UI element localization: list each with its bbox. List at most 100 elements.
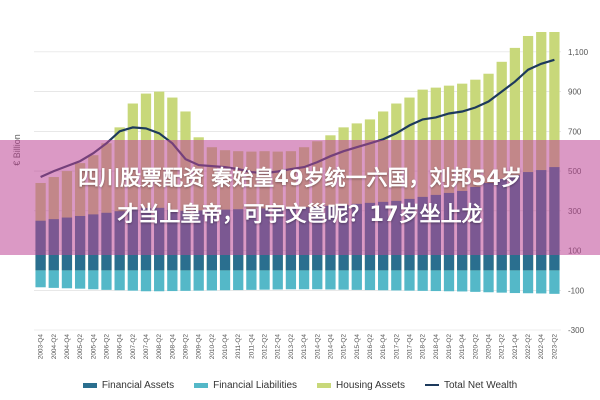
bar-financial-liabilities: [325, 270, 336, 290]
bar-financial-liabilities: [140, 270, 152, 292]
bar-financial-liabilities: [180, 270, 191, 291]
bar-financial-liabilities: [193, 270, 204, 291]
bar-financial-liabilities: [219, 270, 231, 291]
x-tick-label: 2006-Q4: [117, 334, 124, 360]
bar-financial-liabilities: [114, 270, 125, 291]
x-tick-label: 2017-Q4: [407, 334, 414, 360]
x-axis: 2003-Q4 2004-Q2 2004-Q4 2005-Q2 2005-Q4 2006-…: [38, 334, 559, 360]
x-tick-label: 2004-Q2: [51, 334, 58, 360]
bar-financial-liabilities: [457, 270, 468, 292]
x-tick-label: 2020-Q4: [486, 334, 493, 360]
bar-financial-liabilities: [364, 270, 376, 291]
x-tick-label: 2007-Q2: [130, 334, 137, 360]
legend-swatch: [424, 384, 439, 386]
bar-financial-liabilities: [167, 270, 178, 292]
legend: Financial Assets Financial Liabilities Hou…: [0, 377, 600, 393]
bar-financial-liabilities: [443, 270, 455, 292]
headline-overlay: [0, 140, 600, 255]
x-tick-label: 2018-Q2: [420, 334, 427, 360]
x-tick-label: 2015-Q4: [354, 334, 361, 360]
legend-label: Financial Liabilities: [213, 379, 298, 391]
bar-financial-liabilities: [88, 270, 99, 290]
bar-financial-liabilities: [233, 270, 244, 291]
x-tick-label: 2007-Q4: [143, 334, 150, 360]
bar-financial-liabilities: [246, 270, 257, 290]
x-tick-label: 2018-Q4: [433, 334, 440, 360]
x-tick-label: 2014-Q4: [327, 334, 334, 360]
x-tick-label: 2021-Q4: [512, 334, 519, 360]
y-tick-label: -100: [568, 286, 585, 295]
legend-item: Financial Liabilities: [194, 377, 297, 393]
bar-financial-liabilities: [509, 270, 521, 294]
bar-financial-liabilities: [298, 270, 310, 290]
bar-financial-liabilities: [522, 270, 534, 294]
bar-financial-liabilities: [61, 270, 73, 289]
x-tick-label: 2019-Q4: [459, 334, 466, 360]
legend-swatch: [194, 382, 209, 388]
x-tick-label: 2016-Q4: [380, 334, 387, 360]
legend-swatch: [317, 382, 332, 388]
bar-financial-liabilities: [101, 270, 112, 290]
bar-financial-liabilities: [391, 270, 402, 291]
bar-financial-liabilities: [48, 270, 59, 288]
x-tick-label: 2017-Q2: [393, 334, 400, 360]
bar-financial-liabilities: [259, 270, 270, 290]
legend-label: Total Net Wealth: [443, 379, 518, 391]
bar-financial-liabilities: [351, 270, 362, 290]
x-tick-label: 2004-Q4: [64, 334, 71, 360]
bar-financial-liabilities: [483, 270, 494, 293]
bar-financial-liabilities: [404, 270, 415, 291]
headline[interactable]: 四川股票配资 秦始皇49岁统一六国，刘邦54岁 才当上皇帝，可宇文邕呢？17岁坐…: [10, 160, 590, 232]
x-tick-label: 2010-Q4: [222, 334, 229, 360]
x-tick-label: 2022-Q2: [525, 334, 532, 360]
x-tick-label: 2023-Q2: [551, 334, 558, 360]
x-tick-label: 2019-Q2: [446, 334, 453, 360]
bar-financial-liabilities: [417, 270, 428, 291]
bar-financial-liabilities: [74, 270, 86, 289]
legend-label: Housing Assets: [336, 379, 405, 391]
x-tick-label: 2010-Q2: [209, 334, 216, 360]
x-tick-label: 2009-Q4: [196, 334, 203, 360]
x-tick-label: 2003-Q4: [38, 334, 45, 360]
x-tick-label: 2009-Q2: [183, 334, 190, 360]
bar-financial-liabilities: [272, 270, 283, 290]
bar-financial-liabilities: [206, 270, 218, 291]
x-tick-label: 2014-Q2: [314, 334, 321, 360]
bar-financial-liabilities: [312, 270, 323, 290]
legend-item: Financial Assets: [82, 377, 175, 393]
legend-item: Total Net Wealth: [424, 377, 518, 393]
headline-line-1: 四川股票配资 秦始皇49岁统一六国，刘邦54岁: [78, 166, 522, 190]
x-tick-label: 2011-Q2: [235, 334, 242, 359]
bar-financial-liabilities: [549, 270, 560, 294]
y-tick-label: 700: [568, 127, 582, 136]
y-tick-label: 1,100: [568, 48, 589, 57]
legend-item: Housing Assets: [317, 377, 405, 393]
bar-financial-liabilities: [470, 270, 481, 292]
y-tick-label: -300: [568, 326, 585, 335]
x-tick-label: 2015-Q2: [341, 334, 348, 360]
x-tick-label: 2005-Q4: [90, 334, 97, 360]
x-tick-label: 2008-Q2: [156, 334, 163, 360]
bar-financial-liabilities: [377, 270, 389, 291]
bar-financial-liabilities: [496, 270, 507, 293]
legend-label: Financial Assets: [101, 379, 175, 391]
x-tick-label: 2022-Q4: [538, 334, 545, 360]
y-tick-label: 900: [568, 88, 582, 97]
bar-financial-liabilities: [285, 270, 297, 290]
x-tick-label: 2006-Q2: [104, 334, 111, 360]
legend-swatch: [82, 382, 97, 388]
x-tick-label: 2020-Q2: [472, 334, 479, 360]
x-tick-label: 2012-Q2: [262, 334, 269, 360]
x-tick-label: 2011-Q4: [248, 334, 255, 359]
x-tick-label: 2021-Q2: [499, 334, 506, 360]
x-tick-label: 2005-Q2: [77, 334, 84, 360]
bar-financial-liabilities: [127, 270, 138, 291]
x-tick-label: 2016-Q2: [367, 334, 374, 360]
x-tick-label: 2013-Q2: [288, 334, 295, 360]
bar-financial-liabilities: [154, 270, 165, 292]
bar-financial-liabilities: [35, 270, 46, 288]
x-tick-label: 2008-Q4: [169, 334, 176, 360]
bar-financial-liabilities: [338, 270, 349, 290]
x-tick-label: 2013-Q4: [301, 334, 308, 360]
